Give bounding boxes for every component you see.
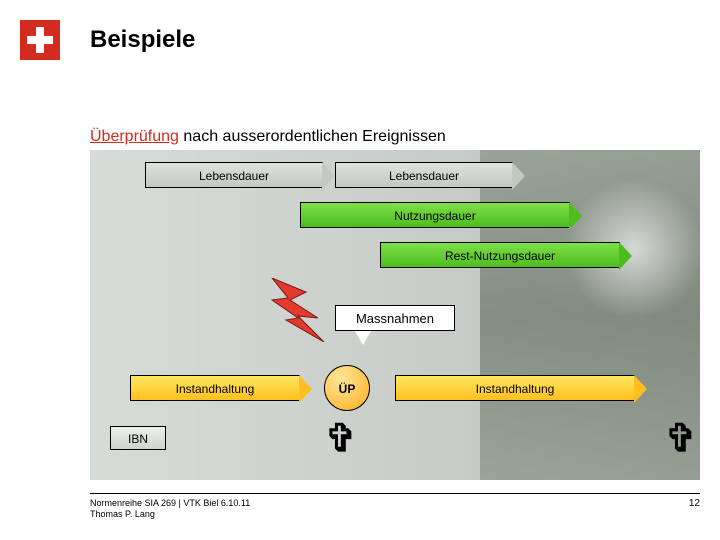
arrow-instandhaltung-1: Instandhaltung xyxy=(130,375,300,401)
page-title: Beispiele xyxy=(90,26,195,54)
footer-line1: Normenreihe SIA 269 | VTK Biel 6.10.11 xyxy=(90,498,250,509)
ibn-box: IBN xyxy=(110,426,166,450)
page-number: 12 xyxy=(689,498,700,509)
arrow-lebensdauer-1: Lebensdauer xyxy=(145,162,323,188)
cross-icon-2: ✞ xyxy=(665,420,697,458)
cross-icon-1: ✞ xyxy=(325,420,357,458)
massnahmen-callout-tail xyxy=(355,331,371,345)
arrow-lebensdauer-2: Lebensdauer xyxy=(335,162,513,188)
arrow-instandhaltung-2: Instandhaltung xyxy=(395,375,635,401)
footer-line2: Thomas P. Lang xyxy=(90,509,250,520)
uep-circle: ÜP xyxy=(324,365,370,411)
slide: Beispiele Überprüfung nach ausserordentl… xyxy=(0,0,720,540)
diagram-area: Lebensdauer Lebensdauer Nutzungsdauer Re… xyxy=(90,150,700,480)
arrow-nutzungsdauer: Nutzungsdauer xyxy=(300,202,570,228)
subtitle: Überprüfung nach ausserordentlichen Erei… xyxy=(90,128,446,146)
footer-divider xyxy=(90,493,700,494)
subtitle-rest: nach ausserordentlichen Ereignissen xyxy=(179,128,446,145)
arrow-rest-nutzungsdauer: Rest-Nutzungsdauer xyxy=(380,242,620,268)
massnahmen-callout: Massnahmen xyxy=(335,305,455,331)
footer-text: Normenreihe SIA 269 | VTK Biel 6.10.11 T… xyxy=(90,498,250,520)
lightning-icon xyxy=(268,278,324,347)
swiss-logo xyxy=(20,20,60,65)
subtitle-highlight: Überprüfung xyxy=(90,128,179,145)
